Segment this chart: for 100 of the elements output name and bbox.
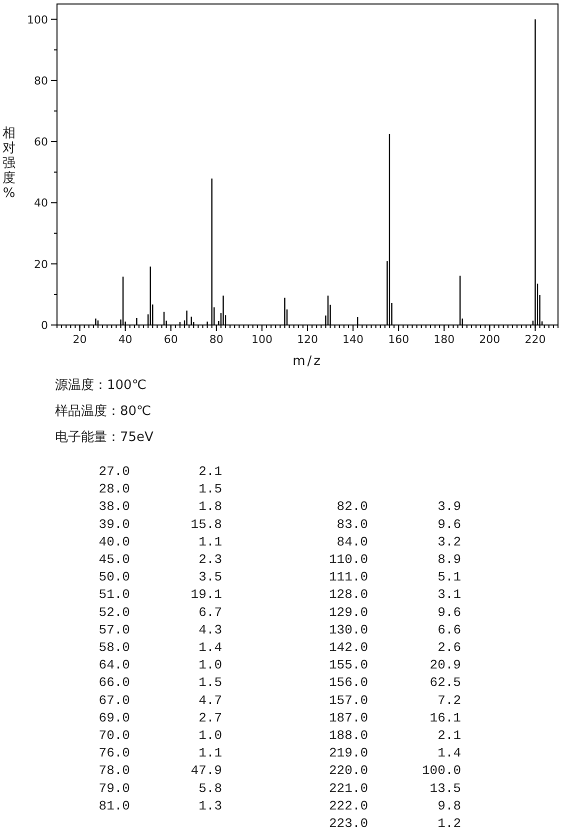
text: 2.1 xyxy=(438,728,462,743)
text: 52.0 xyxy=(98,604,130,620)
x-tick-label: 140 xyxy=(342,333,364,346)
text: 129.0 xyxy=(328,604,368,620)
y-tick-label: 20 xyxy=(34,258,48,271)
x-tick-label: 40 xyxy=(118,333,132,346)
text: 82.0 xyxy=(336,499,368,514)
text: 3.1 xyxy=(438,587,462,602)
x-tick-label: 160 xyxy=(388,333,410,346)
text: 7.2 xyxy=(438,692,461,708)
text: 58.0 xyxy=(98,640,130,655)
text: 9.6 xyxy=(438,516,461,532)
y-tick-label: 40 xyxy=(34,196,48,210)
text: 1.2 xyxy=(438,816,461,831)
text: 4.3 xyxy=(198,622,222,638)
text: 20.9 xyxy=(430,658,461,673)
text: 130.0 xyxy=(328,622,368,638)
text: 2.1 xyxy=(198,464,222,479)
text: 157.0 xyxy=(328,692,368,708)
text: 69.0 xyxy=(98,710,130,726)
text: 50.0 xyxy=(98,570,130,585)
text: 1.8 xyxy=(198,499,222,514)
text: 5.8 xyxy=(198,780,222,796)
x-tick-label: 100 xyxy=(251,333,272,346)
x-tick-label: 220 xyxy=(524,333,546,346)
text: 187.0 xyxy=(328,710,368,726)
text: 1.0 xyxy=(198,658,222,673)
text: 222.0 xyxy=(328,798,368,814)
text: 28.0 xyxy=(98,482,130,497)
text: 1.5 xyxy=(198,675,222,690)
x-tick-label: 20 xyxy=(72,333,87,346)
text: 220.0 xyxy=(328,763,368,778)
text: 3.2 xyxy=(438,534,461,550)
text: 51.0 xyxy=(98,587,130,602)
text: 4.7 xyxy=(198,692,222,708)
text: 76.0 xyxy=(98,746,130,761)
text: 2.6 xyxy=(438,640,461,655)
text: 66.0 xyxy=(98,675,130,690)
text: 84.0 xyxy=(336,534,368,550)
text: 64.0 xyxy=(98,658,130,673)
text: 128.0 xyxy=(328,587,368,602)
text: 1.1 xyxy=(198,746,222,761)
text: 111.0 xyxy=(328,570,368,585)
text: 16.1 xyxy=(430,710,462,726)
text: 1.4 xyxy=(438,746,462,761)
text: 142.0 xyxy=(328,640,368,655)
y-axis-title: 相对强度% xyxy=(2,126,16,201)
text: 40.0 xyxy=(98,534,130,550)
text: 6.7 xyxy=(198,604,222,620)
text: 155.0 xyxy=(328,658,368,673)
y-tick-label: 100 xyxy=(27,13,48,26)
y-tick-label: 0 xyxy=(41,319,48,332)
text: 9.8 xyxy=(438,798,461,814)
text: 3.9 xyxy=(438,499,461,514)
y-tick-label: 60 xyxy=(34,136,48,149)
text: 1.4 xyxy=(198,640,222,655)
text: 19.1 xyxy=(190,587,222,602)
x-tick-label: 60 xyxy=(164,333,178,346)
text: 9.6 xyxy=(438,604,461,620)
y-tick-label: 80 xyxy=(34,74,48,88)
text: 47.9 xyxy=(190,763,222,778)
text: 70.0 xyxy=(98,728,130,743)
text: 2.3 xyxy=(198,552,222,567)
text: 78.0 xyxy=(98,763,130,778)
text: 2.7 xyxy=(198,710,222,726)
text: 79.0 xyxy=(98,780,130,796)
x-tick-label: 180 xyxy=(434,333,455,346)
text: 110.0 xyxy=(328,552,368,567)
text: 13.5 xyxy=(430,780,461,796)
text: 156.0 xyxy=(328,675,368,690)
text: 1.0 xyxy=(198,728,222,743)
text: 源温度：100℃ xyxy=(55,377,146,393)
text: 样品温度：80℃ xyxy=(55,403,152,419)
text: 219.0 xyxy=(328,746,368,761)
text: 8.9 xyxy=(438,552,461,567)
text: 188.0 xyxy=(328,728,368,743)
text: 100.0 xyxy=(422,763,461,778)
text: 1.5 xyxy=(198,482,222,497)
text: 电子能量：75eV xyxy=(55,430,154,445)
text: 57.0 xyxy=(98,622,130,638)
text: 223.0 xyxy=(328,816,368,831)
text: 1.3 xyxy=(198,798,222,814)
text: 81.0 xyxy=(98,798,130,814)
x-tick-label: 120 xyxy=(297,333,318,346)
text: 62.5 xyxy=(430,675,461,690)
text: 67.0 xyxy=(98,692,130,708)
text: 27.0 xyxy=(98,464,130,479)
text: 3.5 xyxy=(198,570,222,585)
x-tick-label: 200 xyxy=(479,333,500,346)
text: 38.0 xyxy=(98,499,130,514)
text: 1.1 xyxy=(198,534,222,550)
text: 15.8 xyxy=(190,516,222,532)
x-tick-label: 80 xyxy=(209,333,224,346)
text: 221.0 xyxy=(328,780,368,796)
text: 6.6 xyxy=(438,622,461,638)
text: 5.1 xyxy=(438,570,462,585)
text: 45.0 xyxy=(98,552,130,567)
x-axis-title: m/z xyxy=(292,354,322,369)
text: 39.0 xyxy=(98,516,130,532)
text: 83.0 xyxy=(336,516,368,532)
